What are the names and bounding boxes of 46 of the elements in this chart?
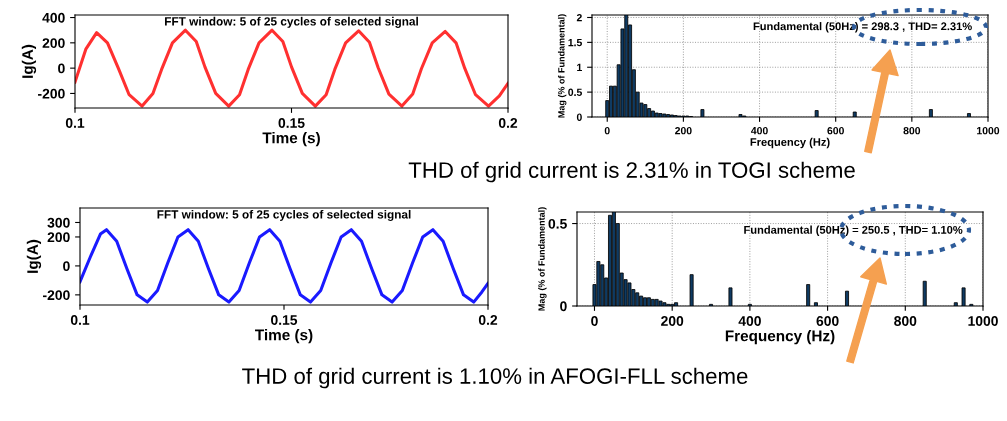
y-tick-label: 0 (58, 63, 65, 74)
y-tick-label: 0 (576, 113, 582, 121)
x-tick-label: 0.15 (271, 315, 298, 325)
annotation: Fundamental (50Hz) = 298.3 , THD= 2.31% (753, 22, 972, 33)
x-tick-label: 400 (738, 316, 761, 326)
text: THD of grid current is 1.10% in AFOGI-FLL scheme (242, 367, 748, 389)
x-axis-title: Frequency (Hz) (725, 330, 835, 345)
y-tick-label: -200 (43, 290, 70, 301)
x-axis-title: Frequency (Hz) (750, 137, 830, 149)
x-tick-label: 800 (903, 127, 921, 135)
y-tick-label: 300 (47, 217, 70, 228)
y-axis-title: Mag (% of Fundamental) (538, 207, 547, 311)
y-tick-label: 1 (577, 63, 582, 72)
x-tick-label: 600 (827, 127, 844, 135)
x-tick-label: 0.1 (70, 315, 90, 325)
x-tick-label: 0.1 (65, 118, 85, 128)
x-tick-label: 800 (894, 316, 917, 326)
y-axis-title: Mag (% of Fundamental) (557, 14, 567, 118)
y-tick-label: 400 (42, 12, 65, 23)
y-axis-title: Ig(A) (26, 239, 42, 273)
annotation: Fundamental (50Hz) = 250.5 , THD= 1.10% (744, 225, 963, 236)
y-tick-label: 0.5 (568, 88, 582, 96)
y-tick-label: 200 (47, 232, 70, 243)
chart-title: FFT window: 5 of 25 cycles of selected signal (157, 209, 411, 221)
x-tick-label: 400 (751, 127, 768, 135)
x-tick-label: 0.2 (498, 118, 518, 128)
x-tick-label: 200 (675, 127, 692, 135)
x-axis-title: Time (s) (255, 329, 313, 344)
x-tick-label: 0 (604, 127, 610, 135)
text: THD of grid current is 2.31% in TOGI scheme (408, 161, 855, 183)
x-tick-label: 0.2 (478, 315, 498, 325)
chart-title: FFT window: 5 of 25 cycles of selected signal (165, 16, 418, 28)
x-tick-label: 600 (816, 316, 839, 326)
x-tick-label: 0.15 (278, 118, 305, 128)
y-tick-label: 200 (42, 38, 65, 49)
y-tick-label: 0.5 (548, 218, 567, 229)
y-axis-title: Ig(A) (21, 44, 37, 78)
y-tick-label: 2 (576, 13, 582, 22)
y-tick-label: -200 (38, 88, 65, 99)
x-tick-label: 1000 (977, 127, 1000, 135)
x-tick-label: 0 (591, 316, 598, 326)
y-tick-label: 1.5 (568, 38, 582, 47)
x-tick-label: 200 (661, 316, 684, 326)
x-axis-title: Time (s) (262, 132, 320, 147)
y-tick-label: 0 (63, 261, 70, 272)
x-tick-label: 1000 (968, 316, 998, 326)
